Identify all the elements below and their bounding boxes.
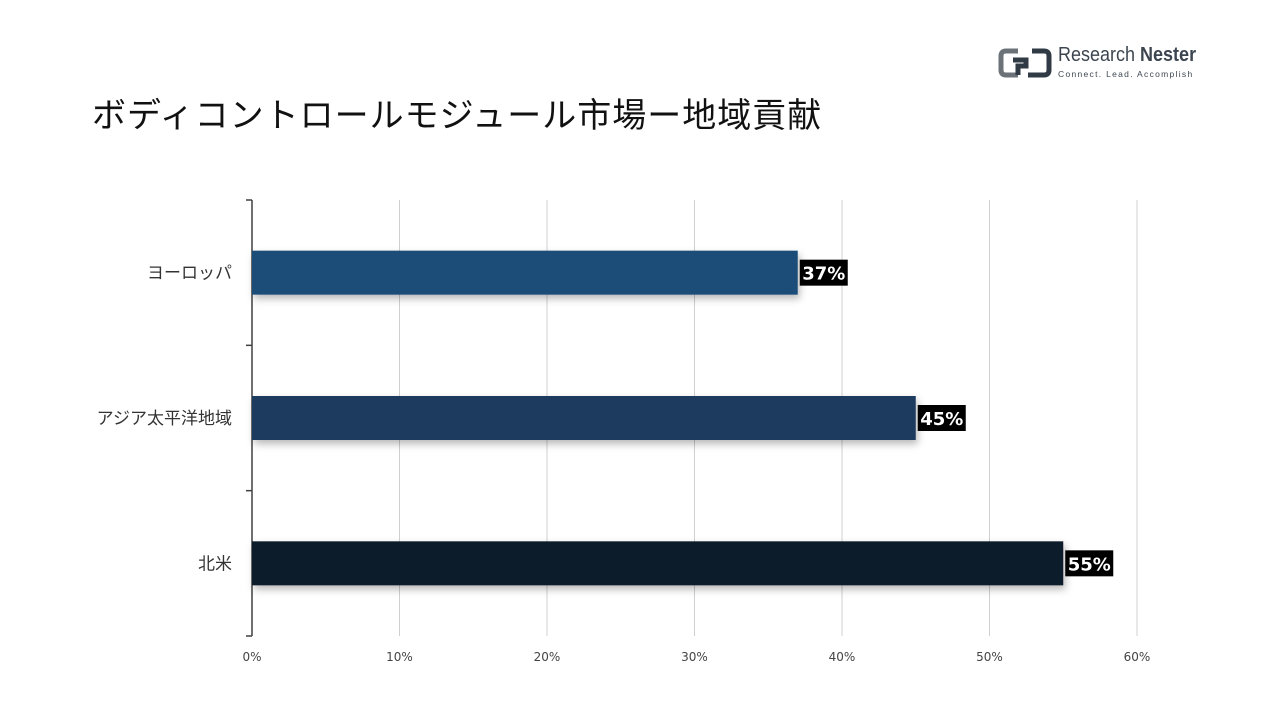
data-label-background: [799, 259, 848, 286]
x-tick-label: 10%: [386, 650, 413, 664]
category-label: 北米: [198, 554, 232, 574]
data-label-background: [917, 405, 966, 431]
data-label: 45%: [920, 409, 963, 430]
logo-name: Research Nester: [1058, 44, 1196, 67]
y-axis: [246, 199, 253, 637]
x-tick-label: 0%: [242, 650, 261, 664]
x-tick-label: 50%: [976, 650, 1003, 664]
bar: [252, 396, 916, 440]
page-title: ボディコントロールモジュール市場ー地域貢献: [92, 96, 823, 136]
category-label: アジア太平洋地域: [97, 409, 232, 429]
bar: [252, 250, 798, 295]
research-nester-logo-icon: [998, 48, 1052, 78]
x-tick-label: 40%: [829, 650, 856, 664]
logo-name-nester: Nester: [1140, 44, 1197, 66]
logo-name-research: Research: [1058, 44, 1141, 66]
data-label: 37%: [802, 264, 845, 285]
x-tick-label: 60%: [1124, 650, 1151, 664]
x-tick-labels: 0% 10% 20% 30% 40% 50% 60%: [242, 650, 1150, 664]
logo-tagline: Connect. Lead. Accomplish: [1058, 69, 1194, 79]
x-tick-label: 30%: [681, 650, 708, 664]
data-label-background: [1065, 550, 1114, 577]
category-label: ヨーロッパ: [147, 264, 232, 284]
x-tick-label: 20%: [534, 650, 561, 664]
company-logo: Research Nester Connect. Lead. Accomplis…: [998, 44, 1218, 84]
data-labels: 37% 45% 55%: [799, 259, 1114, 577]
data-label: 55%: [1068, 554, 1111, 575]
bars: [252, 250, 1064, 586]
bar: [252, 541, 1064, 586]
